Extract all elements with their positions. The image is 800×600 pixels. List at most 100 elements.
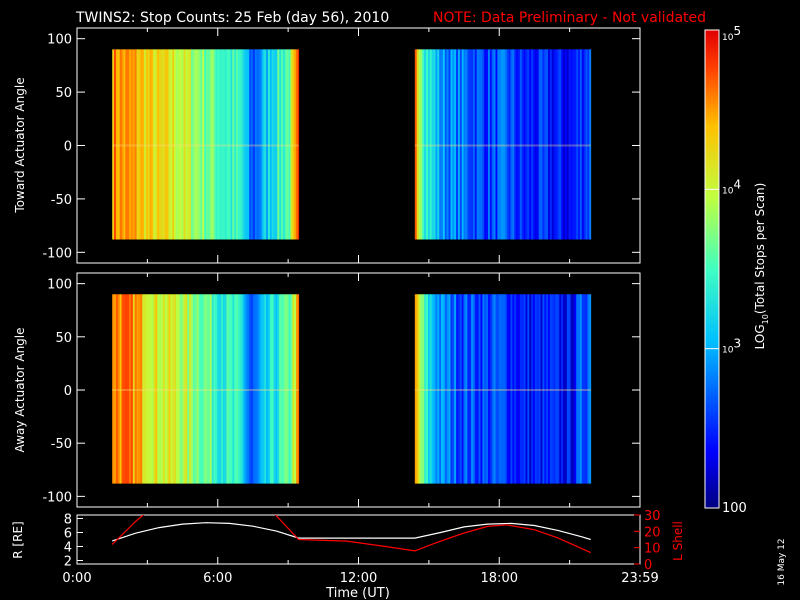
toward-panel-column <box>181 49 184 240</box>
away-panel-column <box>153 294 156 484</box>
away-panel-column <box>191 294 194 484</box>
toward-panel-column <box>297 49 300 240</box>
away-panel-column <box>254 294 258 484</box>
toward-panel-column <box>252 49 256 240</box>
away-panel-column <box>523 294 526 484</box>
away-panel-column <box>236 294 239 484</box>
colorbar-tick-label: 103 <box>722 337 741 356</box>
toward-panel-column <box>219 49 222 240</box>
away-panel-column <box>142 294 145 484</box>
away-panel-column <box>296 294 299 484</box>
away-panel-column <box>164 294 168 484</box>
toward-panel-column <box>418 49 421 240</box>
toward-panel-column <box>581 49 585 240</box>
toward-panel-column <box>236 49 239 240</box>
toward-panel-column <box>414 49 418 240</box>
toward-panel-column <box>234 49 237 240</box>
toward-panel-column <box>463 49 466 240</box>
toward-panel-column <box>132 49 136 240</box>
away-panel-column <box>480 294 483 484</box>
away-panel-column <box>519 294 523 484</box>
away-panel-column <box>420 294 423 484</box>
orbit-ytick-label: 6 <box>64 527 72 542</box>
away-panel-column <box>130 294 134 484</box>
orbit-lines <box>111 515 591 554</box>
toward-panel-column <box>194 49 198 240</box>
away-panel-column <box>476 294 480 484</box>
away-panel-column <box>459 294 463 484</box>
toward-panel-column <box>142 49 145 240</box>
toward-panel-column <box>503 49 506 240</box>
toward-panel-column <box>457 49 461 240</box>
toward-panel-column <box>570 49 573 240</box>
away-panel-column <box>536 294 540 484</box>
away-panel-column <box>559 294 562 484</box>
away-panel-ytick-label: -50 <box>51 437 72 452</box>
toward-panel-column <box>578 49 581 240</box>
toward-panel-column <box>441 49 444 240</box>
toward-panel-column <box>512 49 515 240</box>
toward-panel-column <box>557 49 560 240</box>
toward-panel-column <box>127 49 130 240</box>
away-panel-column <box>207 294 211 484</box>
toward-panel-column <box>273 49 276 240</box>
toward-panel-column <box>548 49 551 240</box>
colorbar-tick-exp: 4 <box>733 177 741 191</box>
toward-panel-column <box>249 49 252 240</box>
toward-panel-column <box>237 49 241 240</box>
away-panel-column <box>181 294 184 484</box>
toward-panel-column <box>549 49 553 240</box>
toward-panel-column <box>115 49 119 240</box>
away-panel-column <box>527 294 530 484</box>
away-panel-column <box>290 294 293 484</box>
toward-panel-column <box>230 49 233 240</box>
away-panel-column <box>465 294 468 484</box>
series-r <box>112 522 591 542</box>
toward-panel-column <box>501 49 504 240</box>
toward-panel-column <box>267 49 271 240</box>
away-panel-column <box>551 294 555 484</box>
toward-panel-column <box>125 49 128 240</box>
away-panel-column <box>189 294 192 484</box>
toward-panel-column <box>275 49 278 240</box>
away-panel-column <box>249 294 252 484</box>
away-panel-column <box>217 294 220 484</box>
toward-panel-column <box>187 49 190 240</box>
toward-panel-column <box>476 49 480 240</box>
away-panel-column <box>441 294 444 484</box>
away-panel-column <box>206 294 209 484</box>
orbit-ytick-label: 2 <box>64 555 72 570</box>
away-panel-column <box>222 294 226 484</box>
away-panel-column <box>282 294 286 484</box>
toward-panel-column <box>284 49 288 240</box>
toward-panel-column <box>587 49 590 240</box>
toward-panel-column <box>472 49 476 240</box>
toward-panel-column <box>540 49 543 240</box>
away-panel-column <box>192 294 196 484</box>
toward-panel-column <box>145 49 149 240</box>
toward-panel-column <box>215 49 218 240</box>
away-panel-column <box>448 294 451 484</box>
x-tick-label: 12:00 <box>340 571 377 586</box>
away-panel-column <box>489 294 493 484</box>
away-panel-column <box>493 294 496 484</box>
away-panel-column <box>121 294 124 484</box>
toward-panel-column <box>579 49 583 240</box>
away-panel-column <box>442 294 446 484</box>
toward-panel-column <box>544 49 547 240</box>
toward-panel-column <box>465 49 468 240</box>
away-panel-column <box>578 294 581 484</box>
orbit-ytick-label: 8 <box>64 513 72 528</box>
away-panel-column <box>159 294 162 484</box>
away-panel-column <box>457 294 461 484</box>
away-panel-column <box>454 294 457 484</box>
toward-panel-column <box>174 49 177 240</box>
away-panel-column <box>256 294 259 484</box>
away-panel-column <box>538 294 541 484</box>
colorbar-tick-label: 105 <box>722 24 741 43</box>
away-panel-column <box>266 294 269 484</box>
away-panel-column <box>209 294 213 484</box>
toward-panel-column <box>424 49 427 240</box>
